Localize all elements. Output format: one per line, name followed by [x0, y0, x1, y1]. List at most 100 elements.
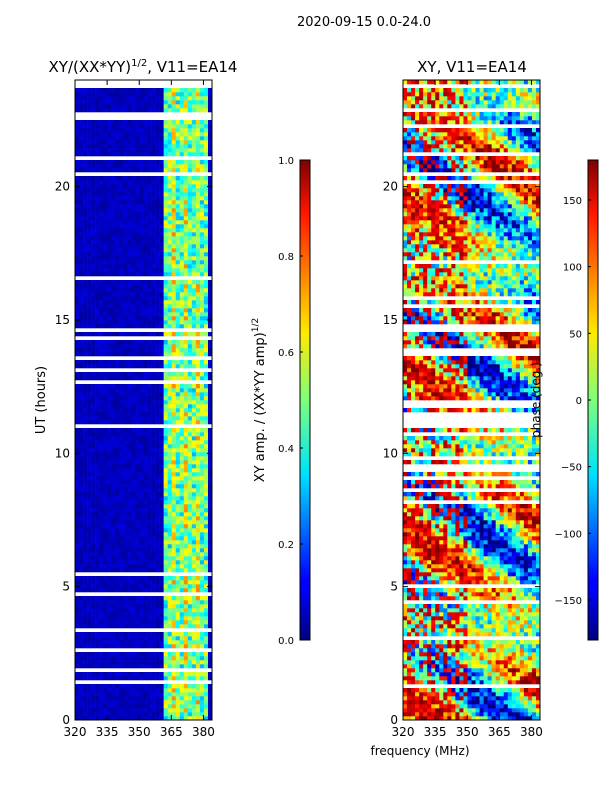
amp-heat-cell — [195, 640, 201, 645]
amp-heat-cell — [195, 716, 201, 721]
amp-heat-cell — [203, 516, 209, 521]
amp-heat-cell — [167, 180, 173, 185]
amp-heat-cell — [115, 464, 120, 469]
amp-heat-cell — [175, 244, 181, 249]
amp-heat-cell — [103, 584, 108, 589]
amp-heat-cell — [143, 716, 148, 721]
amp-heat-cell — [167, 108, 173, 113]
amp-heat-cell — [111, 544, 116, 549]
amp-heat-cell — [155, 664, 160, 669]
amp-heat-cell — [191, 288, 197, 293]
amp-heat-cell — [159, 516, 164, 521]
amp-heat-cell — [143, 228, 148, 233]
amp-heat-cell — [163, 248, 168, 253]
amp-heat-cell — [127, 412, 132, 417]
amp-heat-cell — [155, 312, 160, 317]
amp-heat-cell — [119, 196, 124, 201]
amp-heat-cell — [143, 140, 148, 145]
amp-heat-cell — [107, 508, 112, 513]
amp-heat-cell — [91, 268, 96, 273]
amp-heat-cell — [127, 132, 132, 137]
amp-heat-cell — [147, 108, 152, 113]
amp-heat-cell — [103, 416, 108, 421]
amp-heat-cell — [179, 508, 185, 513]
amp-heat-cell — [107, 396, 112, 401]
amp-heat-cell — [139, 268, 144, 273]
amp-heat-cell — [195, 484, 201, 489]
amp-heat-cell — [127, 204, 132, 209]
amp-heat-cell — [79, 280, 84, 285]
amp-heat-cell — [191, 128, 197, 133]
amp-heat-cell — [171, 272, 177, 277]
amp-heat-cell — [127, 556, 132, 561]
amp-heat-cell — [171, 244, 177, 249]
amp-heat-cell — [143, 536, 148, 541]
amp-heat-cell — [79, 332, 84, 337]
amp-heat-cell — [187, 580, 193, 585]
amp-heat-cell — [87, 340, 92, 345]
amp-heat-cell — [131, 124, 136, 129]
amp-heat-cell — [207, 124, 213, 129]
amp-heat-cell — [175, 332, 181, 337]
amp-heat-cell — [207, 348, 213, 353]
amp-heat-cell — [147, 632, 152, 637]
amp-heat-cell — [87, 348, 92, 353]
amp-heat-cell — [159, 484, 164, 489]
amp-heat-cell — [167, 672, 173, 677]
amp-heat-cell — [119, 492, 124, 497]
amp-heat-cell — [191, 296, 197, 301]
amp-heat-cell — [91, 408, 96, 413]
amp-heat-cell — [83, 708, 88, 713]
amp-heat-cell — [183, 596, 189, 601]
amp-heat-cell — [163, 612, 168, 617]
amp-heat-cell — [95, 164, 100, 169]
amp-heat-cell — [155, 180, 160, 185]
amp-heat-cell — [99, 292, 104, 297]
amp-heat-cell — [83, 548, 88, 553]
amp-heat-cell — [143, 660, 148, 665]
amp-heat-cell — [191, 692, 197, 697]
amp-heat-cell — [99, 216, 104, 221]
amp-heat-cell — [183, 588, 189, 593]
amp-heat-cell — [107, 340, 112, 345]
amp-heat-cell — [87, 644, 92, 649]
amp-heat-cell — [127, 560, 132, 565]
amp-heat-cell — [111, 304, 116, 309]
amp-heat-cell — [183, 192, 189, 197]
amp-heat-cell — [135, 384, 140, 389]
amp-heat-cell — [75, 296, 80, 301]
amp-heat-cell — [139, 396, 144, 401]
amp-heat-cell — [107, 608, 112, 613]
amp-heat-cell — [199, 408, 205, 413]
amp-heat-cell — [95, 444, 100, 449]
amp-heat-cell — [83, 128, 88, 133]
amp-heat-cell — [87, 400, 92, 405]
amp-heat-cell — [143, 268, 148, 273]
amp-heat-cell — [91, 332, 96, 337]
amp-heat-cell — [175, 164, 181, 169]
amp-heat-cell — [91, 664, 96, 669]
amp-heat-cell — [159, 556, 164, 561]
amp-heat-cell — [111, 160, 116, 165]
amp-heat-cell — [131, 128, 136, 133]
amp-heat-cell — [91, 488, 96, 493]
amp-heat-cell — [87, 392, 92, 397]
amp-heat-cell — [203, 164, 209, 169]
amp-heat-cell — [79, 124, 84, 129]
amp-heat-cell — [99, 240, 104, 245]
amp-heat-cell — [167, 472, 173, 477]
amp-heat-cell — [115, 364, 120, 369]
amp-heat-cell — [191, 220, 197, 225]
amp-heat-cell — [167, 332, 173, 337]
amp-heat-cell — [183, 168, 189, 173]
amp-heat-cell — [171, 476, 177, 481]
amp-heat-cell — [115, 468, 120, 473]
amp-xtick-label: 335 — [96, 725, 119, 739]
amp-heat-cell — [155, 124, 160, 129]
amp-heat-cell — [175, 88, 181, 93]
amp-heat-cell — [199, 552, 205, 557]
amp-heat-cell — [171, 564, 177, 569]
amp-heat-cell — [123, 180, 128, 185]
amp-heat-cell — [83, 180, 88, 185]
amp-heat-cell — [99, 268, 104, 273]
